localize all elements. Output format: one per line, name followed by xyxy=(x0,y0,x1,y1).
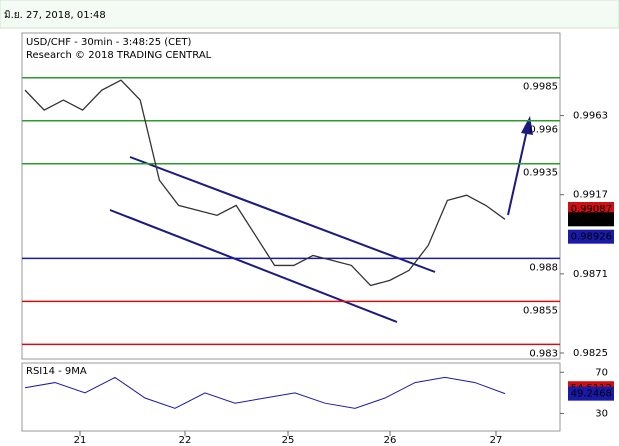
rsi-line xyxy=(24,376,506,409)
chart-subtitle: Research © 2018 TRADING CENTRAL xyxy=(26,50,212,61)
timestamp: มิ.ย. 27, 2018, 01:48 xyxy=(4,10,106,21)
rsi-box-label: 49.2468 xyxy=(571,389,612,400)
rsi-box xyxy=(568,386,614,401)
rsi-label: RSI14 - 9MA xyxy=(26,366,87,377)
x-tick-label: 22 xyxy=(179,435,192,446)
forecast-arrow xyxy=(507,129,528,216)
x-tick-label: 25 xyxy=(282,435,295,446)
y-tick-label: 0.9871 xyxy=(573,269,608,280)
x-tick-label: 27 xyxy=(490,435,503,446)
price-line xyxy=(24,79,506,287)
price-box-label: 0.99087 xyxy=(571,204,612,215)
chart-title: USD/CHF - 30min - 3:48:25 (CET) xyxy=(26,37,192,48)
channel-lower xyxy=(109,209,398,323)
x-tick-label: 21 xyxy=(74,435,87,446)
x-tick-label: 26 xyxy=(384,435,397,446)
level-label: 0.9855 xyxy=(523,305,558,316)
price-box-label: 0.99027 xyxy=(571,214,612,225)
y-tick-label: 0.9825 xyxy=(573,348,608,359)
price-box xyxy=(568,212,614,227)
y-tick-label: 0.9963 xyxy=(573,111,608,122)
level-label: 0.9985 xyxy=(523,82,558,93)
channel-upper xyxy=(129,156,436,273)
level-label: 0.988 xyxy=(529,262,558,273)
rsi-tick-label: 70 xyxy=(595,367,608,378)
price-box xyxy=(568,229,614,244)
level-label: 0.983 xyxy=(529,348,558,359)
level-label: 0.9935 xyxy=(523,168,558,179)
level-label: 0.996 xyxy=(529,125,558,136)
y-tick-label: 0.9917 xyxy=(573,190,608,201)
rsi-tick-label: 30 xyxy=(595,408,608,419)
price-box-label: 0.98926 xyxy=(571,232,612,243)
